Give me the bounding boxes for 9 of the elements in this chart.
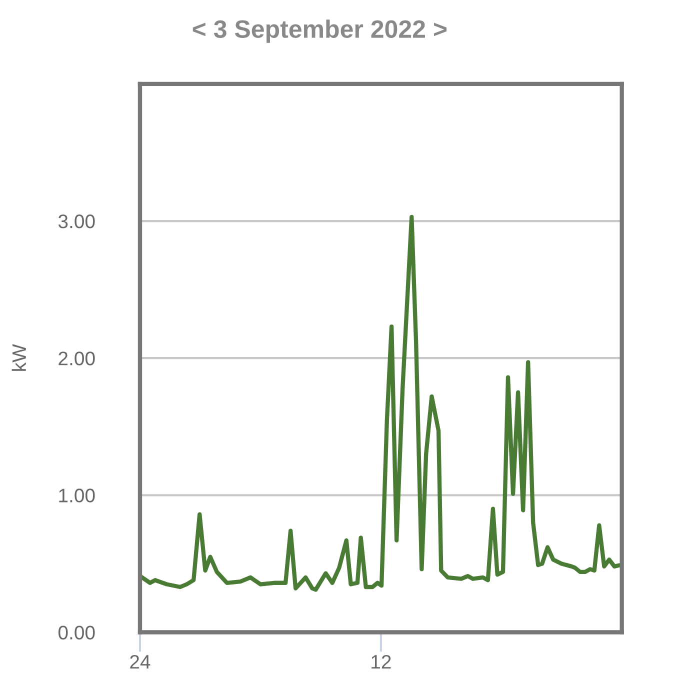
- y-tick-label: 3.00: [58, 214, 95, 228]
- x-tick-label: 12: [372, 654, 391, 669]
- line-series: [140, 214, 622, 592]
- y-tick-label: 0.00: [58, 626, 95, 640]
- chart-title: < 3 September 2022 >: [192, 20, 447, 43]
- y-tick-label: 1.00: [59, 488, 95, 502]
- y-axis-title: kW: [12, 344, 26, 371]
- x-tick-label: 24: [130, 654, 150, 669]
- y-tick-label: 2.00: [58, 352, 95, 366]
